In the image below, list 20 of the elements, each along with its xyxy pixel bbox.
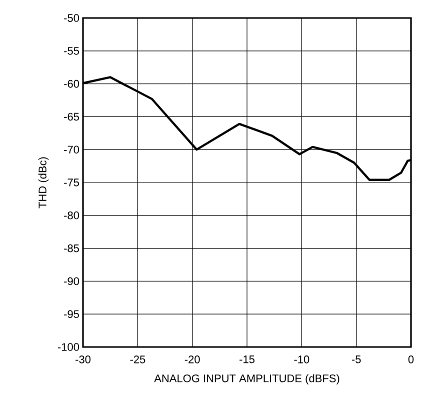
x-tick-label: -5 — [352, 356, 361, 364]
y-tick-label: -100 — [58, 343, 80, 351]
x-tick-label: -25 — [130, 356, 146, 364]
y-tick-label: -80 — [64, 212, 80, 220]
y-tick-label: -65 — [64, 112, 79, 121]
y-tick-label: -85 — [64, 244, 79, 252]
x-tick-label: -20 — [184, 356, 200, 364]
x-tick-label: 0 — [408, 356, 414, 364]
y-axis-title: THD (dBc) — [38, 157, 49, 208]
y-tick-label: -95 — [64, 310, 79, 318]
y-tick-label: -70 — [64, 146, 80, 154]
y-tick-label: -75 — [64, 178, 79, 186]
x-tick-label: -15 — [240, 356, 254, 364]
x-tick-label: -10 — [294, 356, 310, 364]
y-tick-label: -50 — [64, 14, 80, 22]
y-tick-label: -60 — [64, 80, 80, 88]
y-tick-label: -55 — [64, 47, 79, 55]
x-axis-title: ANALOG INPUT AMPLITUDE (dBFS) — [154, 374, 340, 384]
y-tick-label: -90 — [64, 277, 80, 286]
x-tick-label: -30 — [76, 356, 91, 364]
